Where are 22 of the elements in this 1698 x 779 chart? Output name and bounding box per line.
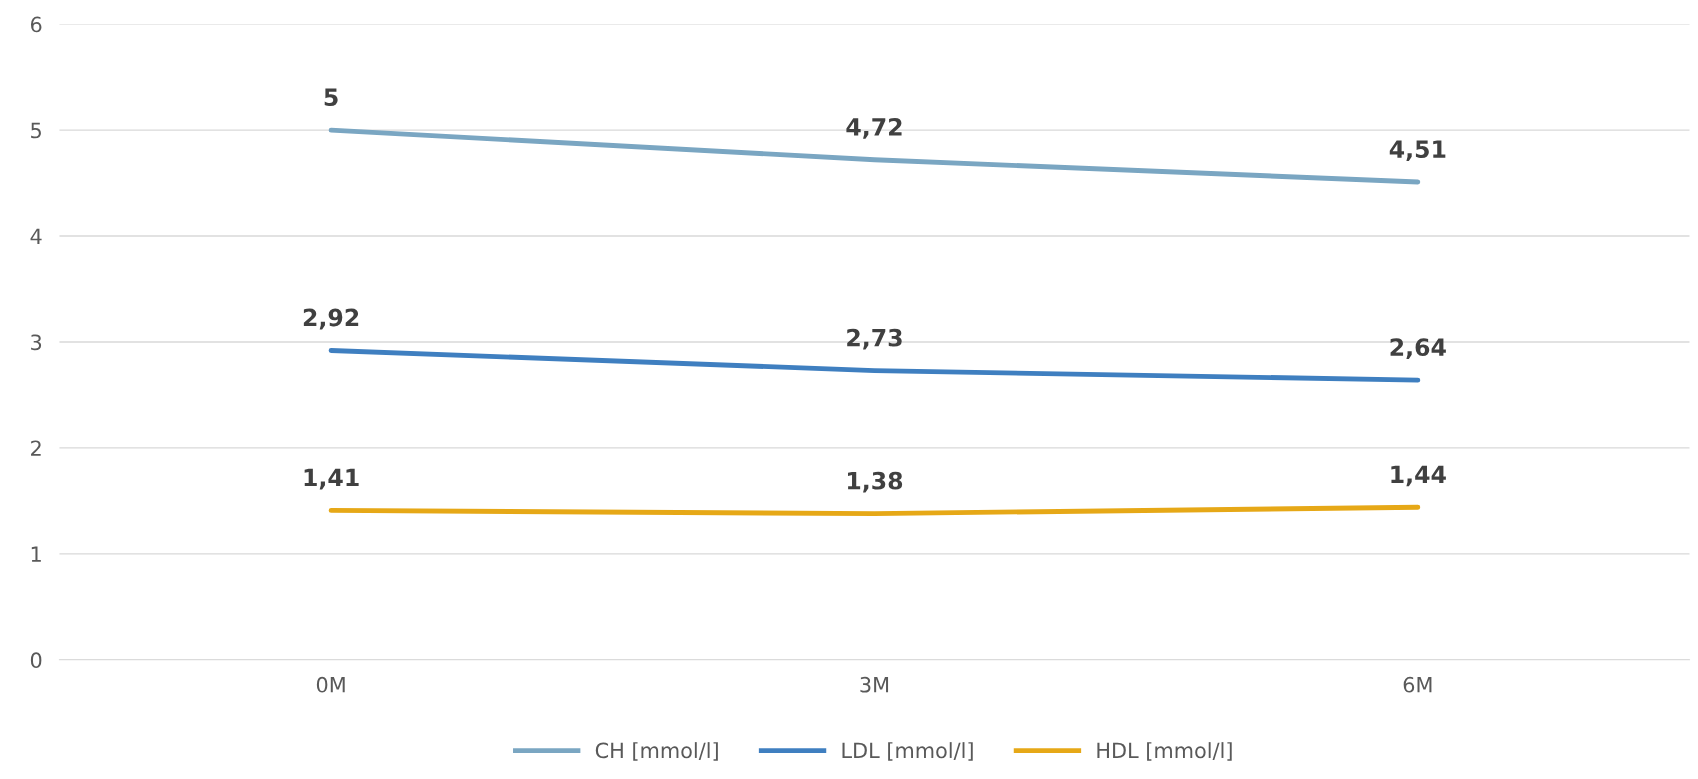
- x-tick-label: 3M: [860, 676, 889, 693]
- data-label: 2,73: [847, 328, 902, 350]
- y-tick-label: 6: [30, 16, 42, 33]
- data-label: 1,38: [848, 471, 903, 493]
- x-tick-label: 6M: [1403, 676, 1432, 693]
- data-label: 4,72: [846, 117, 902, 139]
- data-label: 5: [324, 88, 338, 107]
- y-tick-label: 3: [31, 334, 42, 351]
- data-label: 1,41: [304, 468, 359, 490]
- y-tick-label: 5: [31, 122, 41, 139]
- legend-label: LDL [mmol/l]: [842, 742, 973, 761]
- x-tick-label: 0M: [316, 676, 345, 693]
- data-label: 1,44: [1391, 465, 1446, 487]
- data-label: 2,64: [1390, 338, 1446, 360]
- legend-label: CH [mmol/l]: [595, 742, 718, 761]
- data-label: 4,51: [1389, 140, 1446, 161]
- y-tick-label: 4: [30, 228, 42, 244]
- y-tick-label: 2: [31, 440, 41, 456]
- y-tick-label: 0: [30, 652, 42, 669]
- y-tick-label: 1: [31, 546, 41, 562]
- legend-label: HDL [mmol/l]: [1097, 742, 1232, 761]
- data-label: 2,92: [303, 308, 359, 330]
